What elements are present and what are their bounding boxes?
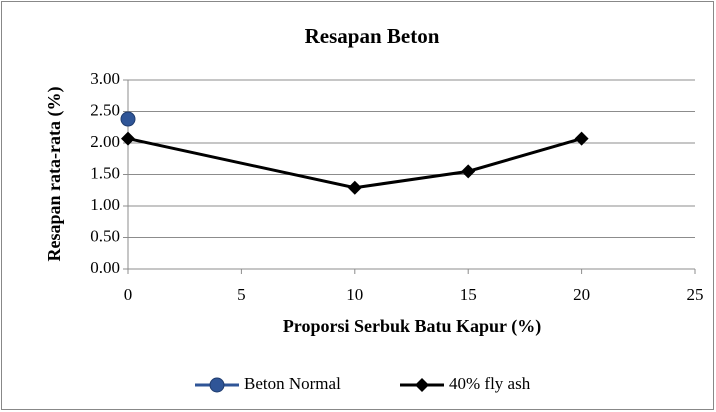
data-point [120, 111, 136, 127]
data-point [347, 180, 362, 195]
y-tick-label: 1.00 [90, 195, 120, 214]
legend-marker [209, 377, 225, 393]
x-tick-label: 5 [237, 285, 246, 304]
y-axis-label: Resapan rata-rata (%) [44, 87, 65, 262]
x-axis-label: Proporsi Serbuk Batu Kapur (%) [283, 316, 541, 337]
x-tick-label: 0 [124, 285, 133, 304]
legend-label: Beton Normal [244, 374, 341, 393]
y-tick-label: 0.50 [90, 226, 120, 245]
y-tick-label: 1.50 [90, 163, 120, 182]
y-tick-label: 0.00 [90, 258, 120, 277]
series-line [127, 137, 583, 190]
y-tick-label: 2.50 [90, 100, 120, 119]
x-tick-label: 15 [460, 285, 477, 304]
data-point [574, 131, 589, 146]
x-tick-label: 25 [687, 285, 704, 304]
data-point [461, 164, 476, 179]
legend-label: 40% fly ash [449, 374, 531, 393]
data-point [121, 131, 135, 146]
y-tick-label: 3.00 [90, 69, 120, 88]
chart-title: Resapan Beton [305, 24, 440, 48]
legend-marker [415, 378, 429, 392]
x-tick-label: 10 [346, 285, 363, 304]
y-tick-label: 2.00 [90, 132, 120, 151]
x-tick-label: 20 [573, 285, 590, 304]
